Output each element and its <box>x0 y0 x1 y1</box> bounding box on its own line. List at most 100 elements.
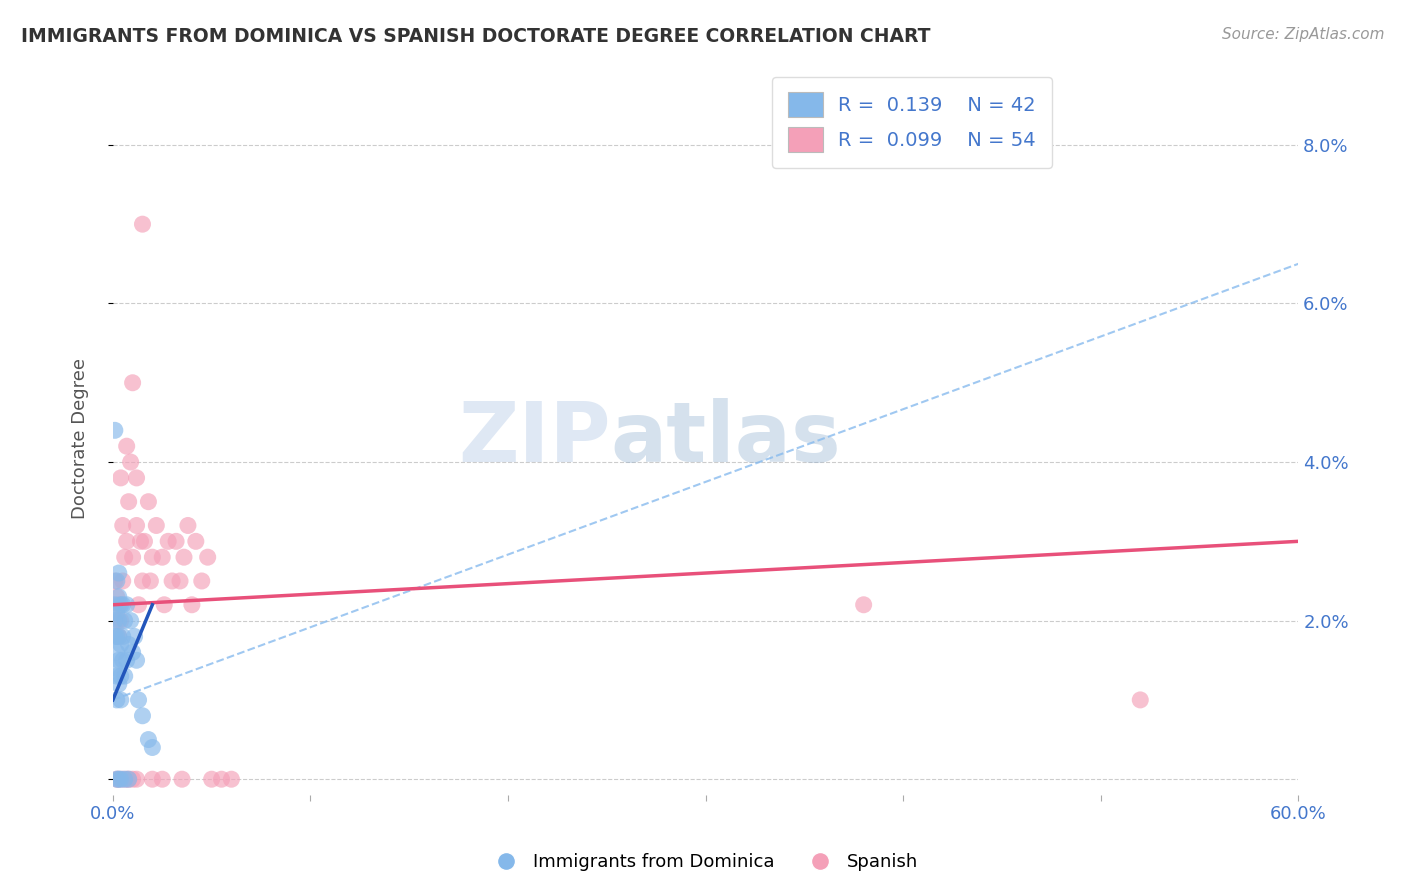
Y-axis label: Doctorate Degree: Doctorate Degree <box>72 358 89 519</box>
Legend: Immigrants from Dominica, Spanish: Immigrants from Dominica, Spanish <box>481 847 925 879</box>
Point <box>121 645 143 659</box>
Point <box>105 630 128 644</box>
Point <box>145 518 167 533</box>
Point <box>184 534 207 549</box>
Point <box>107 630 129 644</box>
Point <box>104 661 127 675</box>
Point <box>115 439 138 453</box>
Point <box>107 630 129 644</box>
Point <box>114 550 136 565</box>
Text: atlas: atlas <box>610 398 842 479</box>
Point <box>138 494 160 508</box>
Point <box>125 471 148 485</box>
Point <box>191 574 214 588</box>
Point <box>124 630 146 644</box>
Point <box>150 550 173 565</box>
Point <box>115 653 138 667</box>
Point <box>125 653 148 667</box>
Point <box>105 645 128 659</box>
Point <box>118 772 141 787</box>
Point <box>107 653 129 667</box>
Point <box>131 217 153 231</box>
Point <box>104 598 127 612</box>
Point <box>121 772 143 787</box>
Point <box>107 772 129 787</box>
Point <box>111 574 134 588</box>
Point <box>221 772 243 787</box>
Point <box>114 772 136 787</box>
Point <box>131 574 153 588</box>
Point <box>107 614 129 628</box>
Point <box>141 740 163 755</box>
Point <box>125 518 148 533</box>
Point <box>131 708 153 723</box>
Point <box>105 772 128 787</box>
Point <box>107 598 129 612</box>
Text: IMMIGRANTS FROM DOMINICA VS SPANISH DOCTORATE DEGREE CORRELATION CHART: IMMIGRANTS FROM DOMINICA VS SPANISH DOCT… <box>21 27 931 45</box>
Point <box>138 732 160 747</box>
Point <box>111 630 134 644</box>
Legend: R =  0.139    N = 42, R =  0.099    N = 54: R = 0.139 N = 42, R = 0.099 N = 54 <box>772 77 1052 168</box>
Point <box>173 550 195 565</box>
Point <box>114 669 136 683</box>
Point <box>111 598 134 612</box>
Point <box>105 693 128 707</box>
Point <box>121 550 143 565</box>
Point <box>118 494 141 508</box>
Point <box>105 574 128 588</box>
Point <box>177 518 200 533</box>
Point <box>104 423 127 437</box>
Point <box>125 772 148 787</box>
Point <box>105 772 128 787</box>
Point <box>1129 693 1152 707</box>
Point <box>141 550 163 565</box>
Point <box>105 614 128 628</box>
Point <box>105 590 128 604</box>
Point <box>150 772 173 787</box>
Point <box>111 772 134 787</box>
Point <box>115 598 138 612</box>
Point <box>139 574 162 588</box>
Point <box>107 677 129 691</box>
Point <box>180 598 202 612</box>
Point <box>110 693 132 707</box>
Point <box>111 653 134 667</box>
Point <box>197 550 219 565</box>
Point <box>201 772 224 787</box>
Point <box>852 598 875 612</box>
Text: ZIP: ZIP <box>458 398 610 479</box>
Point <box>118 637 141 651</box>
Point <box>120 614 142 628</box>
Point <box>110 772 132 787</box>
Point <box>128 693 150 707</box>
Point <box>115 772 138 787</box>
Point <box>111 518 134 533</box>
Point <box>120 455 142 469</box>
Point <box>107 590 129 604</box>
Point <box>110 669 132 683</box>
Point <box>121 376 143 390</box>
Point <box>105 669 128 683</box>
Point <box>115 534 138 549</box>
Point <box>141 772 163 787</box>
Point <box>128 598 150 612</box>
Point <box>211 772 233 787</box>
Point <box>110 637 132 651</box>
Point <box>169 574 191 588</box>
Point <box>134 534 156 549</box>
Point <box>104 630 127 644</box>
Point <box>153 598 176 612</box>
Point <box>129 534 152 549</box>
Point <box>110 598 132 612</box>
Point <box>110 614 132 628</box>
Point <box>104 614 127 628</box>
Point <box>107 772 129 787</box>
Point <box>114 614 136 628</box>
Point <box>110 471 132 485</box>
Point <box>104 574 127 588</box>
Point <box>105 606 128 620</box>
Point <box>118 772 141 787</box>
Point <box>165 534 187 549</box>
Point <box>170 772 193 787</box>
Point <box>157 534 180 549</box>
